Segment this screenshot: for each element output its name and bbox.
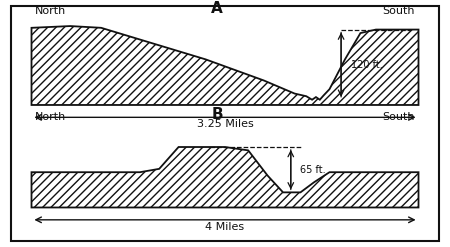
Text: 65 ft.: 65 ft. xyxy=(301,165,326,175)
Polygon shape xyxy=(32,147,419,207)
Text: A: A xyxy=(212,1,223,16)
Text: South: South xyxy=(382,6,414,16)
Text: North: North xyxy=(36,112,67,122)
Text: South: South xyxy=(382,112,414,122)
Text: 3.25 Miles: 3.25 Miles xyxy=(197,119,253,129)
Polygon shape xyxy=(32,26,419,105)
Text: 4 Miles: 4 Miles xyxy=(206,222,244,232)
Text: North: North xyxy=(36,6,67,16)
Text: 120 ft.: 120 ft. xyxy=(351,60,382,70)
Text: B: B xyxy=(212,107,223,122)
